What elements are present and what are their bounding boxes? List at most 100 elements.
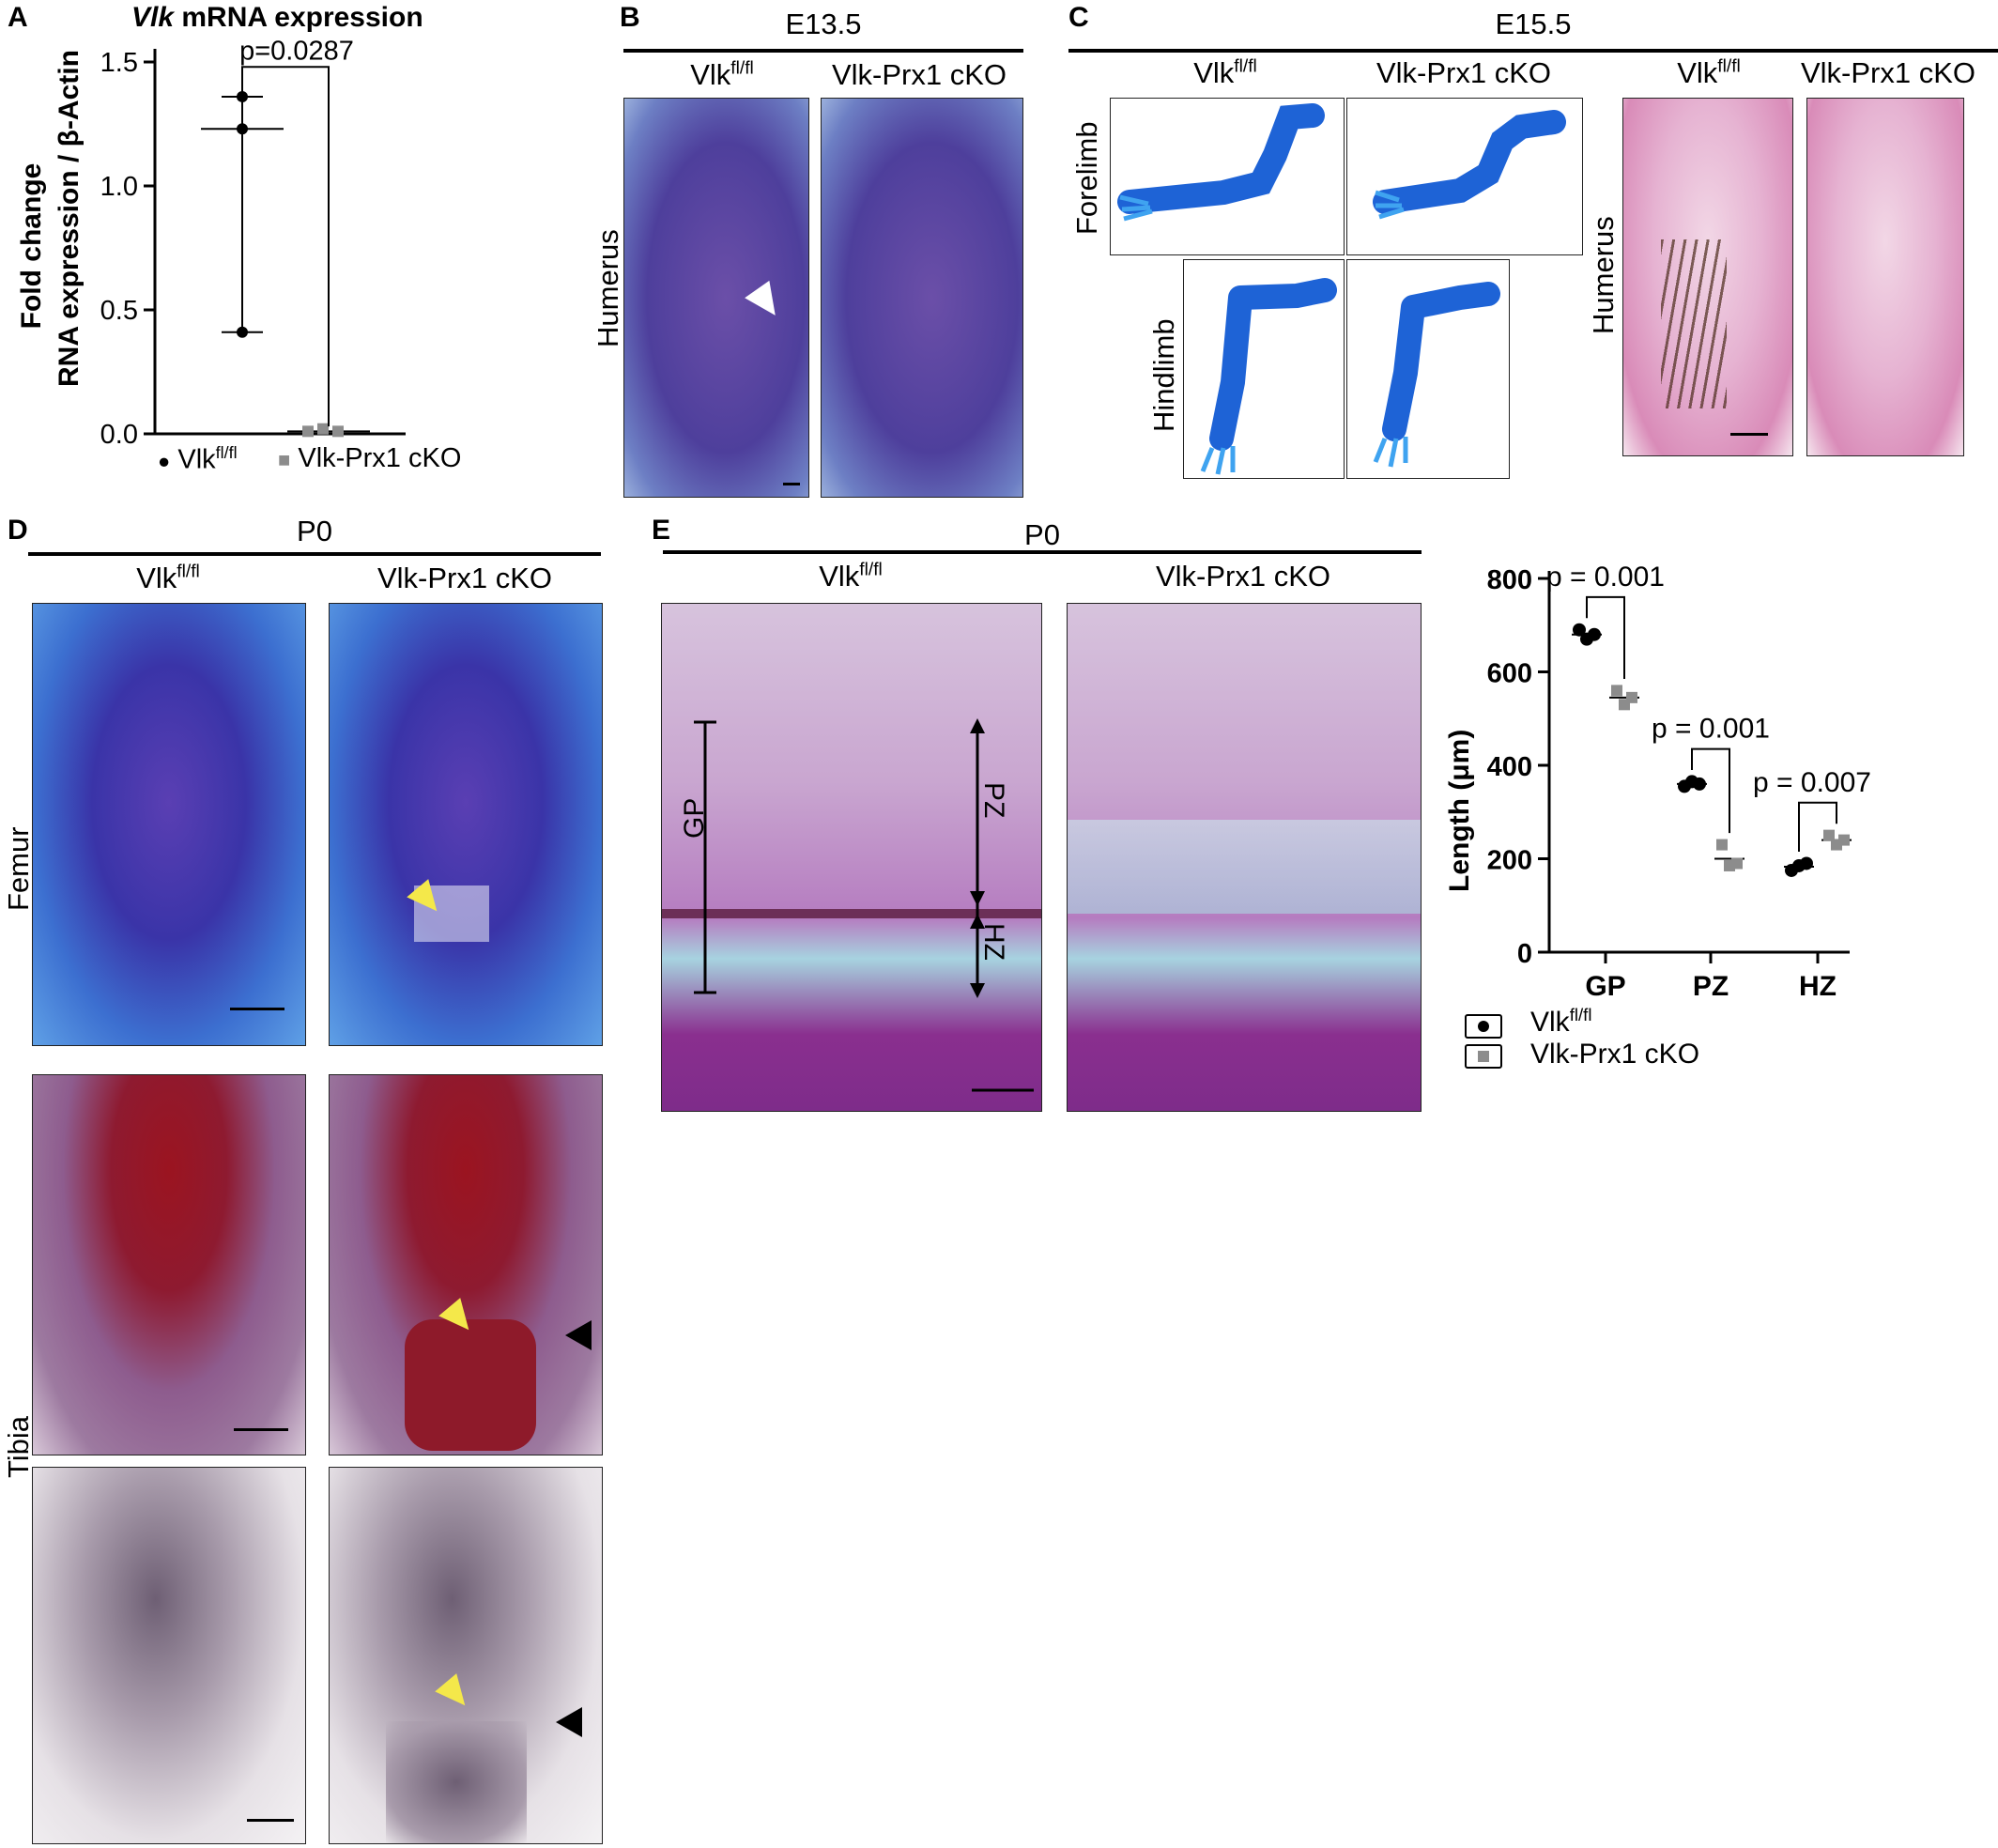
panel-c-forelimb-cko bbox=[1346, 98, 1583, 255]
data-point bbox=[1693, 777, 1706, 791]
panel-b-row-humerus: Humerus bbox=[592, 229, 624, 347]
x-tick-label: HZ bbox=[1799, 971, 1837, 1002]
panel-d-femur-cko bbox=[329, 603, 603, 1046]
y-tick-label: 800 bbox=[1487, 565, 1532, 595]
data-point bbox=[1838, 834, 1850, 846]
panel-e-rule bbox=[663, 550, 1422, 554]
pz-label: PZ bbox=[978, 782, 1009, 819]
data-point bbox=[302, 425, 314, 438]
black-arrowhead-icon bbox=[565, 1320, 592, 1350]
data-point bbox=[1716, 839, 1728, 851]
y-tick-label: 400 bbox=[1487, 752, 1532, 782]
panel-e-image-cko bbox=[1067, 603, 1422, 1112]
panel-b-col2: Vlk-Prx1 cKO bbox=[831, 58, 1007, 91]
data-point bbox=[237, 123, 248, 135]
p-value-label: p=0.0287 bbox=[239, 36, 354, 66]
data-point bbox=[1800, 856, 1813, 870]
significance-bracket bbox=[241, 66, 330, 427]
data-point bbox=[332, 425, 344, 438]
panel-d-femur-wt bbox=[32, 603, 306, 1046]
panel-c-col1: Vlkfl/fl bbox=[1193, 56, 1257, 89]
scale-bar bbox=[234, 1428, 288, 1431]
panel-d-tibia-saf-cko bbox=[329, 1074, 603, 1455]
panel-c-forelimb-wt bbox=[1110, 98, 1345, 255]
panel-c-humerus-cko bbox=[1806, 98, 1964, 456]
p-value-label: p = 0.001 bbox=[1652, 714, 1770, 745]
scale-bar bbox=[783, 483, 800, 485]
data-point bbox=[1611, 685, 1622, 697]
panel-b-stage: E13.5 bbox=[785, 8, 862, 40]
panel-a-title-rest: mRNA expression bbox=[174, 2, 423, 33]
panel-a-ylabel-line2: RNA expression / β-Actin bbox=[54, 50, 85, 387]
panel-b-letter: B bbox=[620, 2, 640, 33]
panel-c-hindlimb-wt bbox=[1183, 259, 1345, 479]
panel-c-rule bbox=[1068, 49, 1998, 53]
significance-bracket bbox=[1586, 595, 1625, 679]
y-tick-label: 1.0 bbox=[100, 172, 138, 202]
panel-e-stage: P0 bbox=[1024, 518, 1060, 551]
scale-bar bbox=[1730, 433, 1768, 436]
data-point bbox=[1823, 829, 1835, 841]
x-tick-label: GP bbox=[1585, 971, 1625, 1002]
panel-d-row-tibia: Tibia bbox=[2, 1415, 35, 1478]
panel-c-col2: Vlk-Prx1 cKO bbox=[1376, 56, 1552, 89]
y-tick-label: 1.5 bbox=[100, 48, 138, 78]
panel-e-plot: 0 200 400 600 800 GP p = 0.001 PZ p = 0.001 HZ p =… bbox=[1487, 562, 1871, 1002]
panel-c-row-humerus: Humerus bbox=[1587, 216, 1620, 334]
panel-e-image-wt: GP PZ HZ bbox=[661, 603, 1042, 1112]
y-tick-label: 600 bbox=[1487, 659, 1532, 689]
y-tick-label: 200 bbox=[1487, 846, 1532, 876]
panel-e-col1: Vlkfl/fl bbox=[819, 560, 883, 593]
panel-c-col3: Vlkfl/fl bbox=[1677, 56, 1741, 89]
panel-c-stage: E15.5 bbox=[1495, 8, 1572, 40]
panel-e-chart: 0 200 400 600 800 GP p = 0.001 PZ p = 0.001 HZ p =… bbox=[1487, 562, 1871, 1002]
panel-a-legend-cko: ■ Vlk-Prx1 cKO bbox=[278, 443, 462, 473]
y-tick-label: 0 bbox=[1517, 939, 1532, 969]
panel-a-ylabel: Fold change RNA expression / β-Actin bbox=[13, 50, 295, 488]
panel-e-ylabel: Length (μm) bbox=[1444, 729, 1475, 892]
panel-e-letter: E bbox=[652, 515, 671, 546]
panel-a-chart: 0.0 0.5 1.0 1.5 p=0.0287 bbox=[100, 36, 406, 450]
data-point bbox=[237, 326, 248, 338]
panel-b-rule bbox=[623, 49, 1023, 53]
data-point bbox=[1573, 623, 1586, 637]
panel-d-col2: Vlk-Prx1 cKO bbox=[377, 562, 553, 594]
panel-e-col2: Vlk-Prx1 cKO bbox=[1155, 560, 1331, 593]
data-point bbox=[1731, 857, 1743, 870]
gp-label: GP bbox=[679, 797, 710, 839]
legend-cko-box bbox=[1465, 1044, 1502, 1069]
panel-d-rule bbox=[28, 552, 601, 556]
panel-a-letter: A bbox=[8, 2, 28, 33]
data-point bbox=[237, 90, 248, 102]
data-point bbox=[1588, 627, 1601, 641]
panel-a-legend-wt: ● Vlkfl/fl bbox=[158, 443, 238, 475]
panel-d-letter: D bbox=[8, 515, 28, 546]
p-value-label: p = 0.001 bbox=[1546, 562, 1665, 593]
panel-a-title: Vlk mRNA expression bbox=[131, 2, 423, 34]
panel-b-image-wt bbox=[623, 98, 809, 498]
scale-bar bbox=[230, 1008, 284, 1010]
p-value-label: p = 0.007 bbox=[1753, 767, 1871, 798]
y-tick-label: 0.5 bbox=[100, 296, 138, 326]
y-tick-label: 0.0 bbox=[100, 420, 138, 450]
panel-c-row-forelimb: Forelimb bbox=[1070, 121, 1103, 235]
scale-bar bbox=[247, 1819, 294, 1822]
panel-d-tibia-saf-wt bbox=[32, 1074, 306, 1455]
panel-a-ylabel-line1: Fold change bbox=[16, 162, 47, 330]
panel-d-stage: P0 bbox=[297, 515, 332, 547]
panel-d-tibia-ish-wt bbox=[32, 1467, 306, 1844]
black-arrowhead-icon bbox=[556, 1707, 582, 1737]
panel-b-image-cko bbox=[821, 98, 1023, 498]
panel-e-legend-cko: Vlk-Prx1 cKO bbox=[1530, 1039, 1700, 1070]
significance-bracket bbox=[1691, 747, 1730, 834]
panel-d-row-femur: Femur bbox=[2, 826, 35, 911]
panel-a-plot: 0.0 0.5 1.0 1.5 p=0.0287 bbox=[100, 36, 406, 450]
panel-c-letter: C bbox=[1068, 2, 1089, 33]
panel-d-tibia-ish-cko bbox=[329, 1467, 603, 1844]
panel-c-col4: Vlk-Prx1 cKO bbox=[1800, 56, 1976, 89]
hz-label: HZ bbox=[978, 923, 1009, 961]
panel-e-legend-wt: Vlkfl/fl bbox=[1530, 1005, 1592, 1038]
panel-c-row-hindlimb: Hindlimb bbox=[1147, 318, 1180, 432]
panel-c-hindlimb-cko bbox=[1346, 259, 1510, 479]
panel-c-humerus-wt bbox=[1622, 98, 1793, 456]
